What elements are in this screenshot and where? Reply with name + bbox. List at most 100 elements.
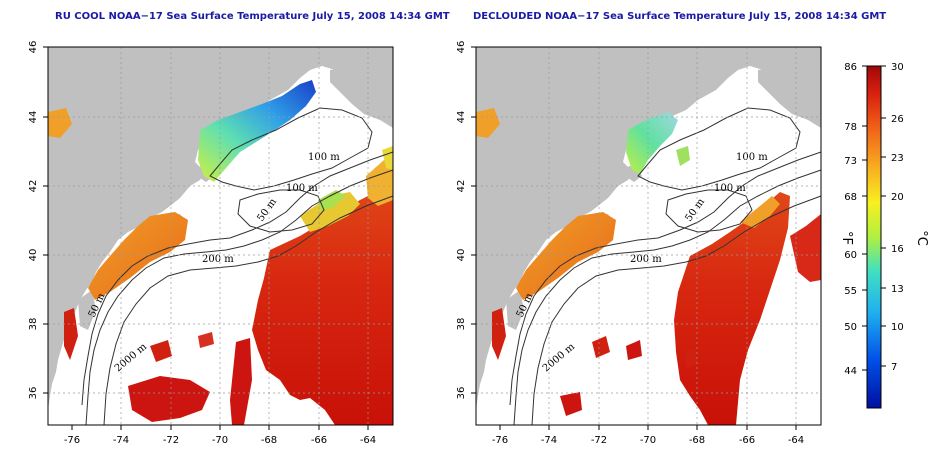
left-map-delmarva [78,290,96,330]
right-sst-southern-patch [560,392,582,416]
left-sst-slope-warm [88,212,188,300]
right-map-land [476,47,821,410]
right-sst-gulfstream [674,192,790,425]
right-sst-shelf-orange [740,196,780,228]
right-sst-east-warm [790,214,821,282]
left-lon-tick: -76 [64,435,80,446]
right-sst-gb-green [676,146,690,166]
right-map-panel: 100 m 100 m 50 m 200 m 50 m 2000 m [456,41,822,446]
colorbar-f-tick: 55 [844,286,857,297]
colorbar-f-tick: 44 [844,366,857,377]
left-contour-georges-bank [237,189,325,233]
left-sst-gulf-of-maine [198,80,316,182]
right-sst-blob1 [592,336,610,358]
colorbar-c-tick: 16 [891,244,904,255]
colorbar: 86 78 73 68 60 55 50 44 30 26 23 20 16 1… [839,62,929,409]
left-lon-tick: -74 [113,435,129,446]
colorbar-f-tick: 86 [844,62,857,73]
right-lat-tick: 42 [456,180,467,193]
colorbar-c-tick: 20 [891,192,904,203]
right-lat-tick: 44 [456,111,467,124]
left-sst-shelf-yellow [300,192,360,232]
right-map-ticks [471,46,797,430]
left-sst-east-patch [382,146,393,170]
left-sst-blob3 [64,308,78,360]
left-sst-blob2 [48,108,72,138]
colorbar-c-tick: 30 [891,62,904,73]
colorbar-c-tick: 13 [891,284,904,295]
right-sst-slope-warm [516,212,616,300]
left-sst-scotian-warm [366,158,393,206]
right-lon-tick: -64 [788,435,804,446]
right-lon-tick: -72 [591,435,607,446]
right-sst-gulf-of-maine [626,112,678,174]
right-lat-tick: 36 [456,387,467,400]
left-sst-shelf-green [318,190,346,210]
right-lon-tick: -70 [640,435,656,446]
right-lon-tick: -66 [739,435,755,446]
right-lon-tick: -76 [492,435,508,446]
right-map-novascotia [758,60,821,128]
colorbar-fahrenheit-unit: °F [839,231,854,245]
left-lat-tick: 44 [28,111,39,124]
colorbar-f-tick: 50 [844,322,857,333]
colorbar-celsius-unit: °C [914,230,929,246]
left-map-land [48,47,393,410]
left-sst-southern-patch [128,376,210,422]
right-sst-blob5 [684,348,698,368]
right-sst-blob2 [476,108,500,138]
left-sst-blob4 [198,332,214,348]
right-contour-label-200m: 200 m [630,254,662,265]
colorbar-gradient [866,65,882,409]
left-panel-title: RU COOL NOAA−17 Sea Surface Temperature … [55,11,450,22]
left-lat-tick: 40 [28,249,39,262]
left-contour-200m [85,169,394,426]
left-lat-tick: 42 [28,180,39,193]
colorbar-f-tick: 78 [844,122,857,133]
right-contour-georges-bank [665,189,753,233]
left-lon-tick: -66 [311,435,327,446]
left-lon-tick: -70 [212,435,228,446]
left-lon-tick: -68 [261,435,277,446]
right-map-gridlines [476,47,821,425]
left-sst-blob1 [150,340,172,362]
right-contour-200m [513,169,822,426]
left-contour-label-100m-gom: 100 m [308,152,340,163]
right-lat-tick: 40 [456,249,467,262]
left-contour-gom-100m [209,107,373,191]
left-lon-tick: -64 [360,435,376,446]
left-contour-label-200m: 200 m [202,254,234,265]
colorbar-c-tick: 7 [891,362,897,373]
right-contour-label-100m-gom: 100 m [736,152,768,163]
colorbar-c-tick: 10 [891,322,904,333]
right-contour-label-100m-gb: 100 m [714,183,746,194]
left-lon-tick: -72 [163,435,179,446]
left-map-gridlines [48,47,393,425]
right-lon-tick: -74 [541,435,557,446]
right-sst-blob4 [626,340,642,360]
colorbar-f-tick: 68 [844,192,857,203]
colorbar-c-tick: 23 [891,153,904,164]
left-lat-tick: 38 [28,318,39,331]
right-contour-2000m [531,195,822,426]
right-lat-tick: 46 [456,41,467,54]
colorbar-f-tick: 73 [844,156,857,167]
left-lat-tick: 36 [28,387,39,400]
left-lat-tick: 46 [28,41,39,54]
right-sst-blob3 [492,308,506,360]
left-map-novascotia [330,60,393,128]
left-contour-label-100m-gb: 100 m [286,183,318,194]
left-sst-gulfstream [252,184,393,425]
right-lon-tick: -68 [689,435,705,446]
colorbar-f-tick: 60 [844,250,857,261]
colorbar-ticks [862,65,886,371]
left-contour-2000m [103,195,394,426]
left-map-ticks [43,46,369,430]
right-panel-title: DECLOUDED NOAA−17 Sea Surface Temperatur… [473,11,887,22]
right-map-delmarva [506,290,524,330]
right-lat-tick: 38 [456,318,467,331]
left-sst-south-strip [230,338,252,425]
left-map-panel: 100 m 100 m 50 m 200 m 50 m 2000 m [28,41,394,446]
right-contour-gom-100m [637,107,801,191]
